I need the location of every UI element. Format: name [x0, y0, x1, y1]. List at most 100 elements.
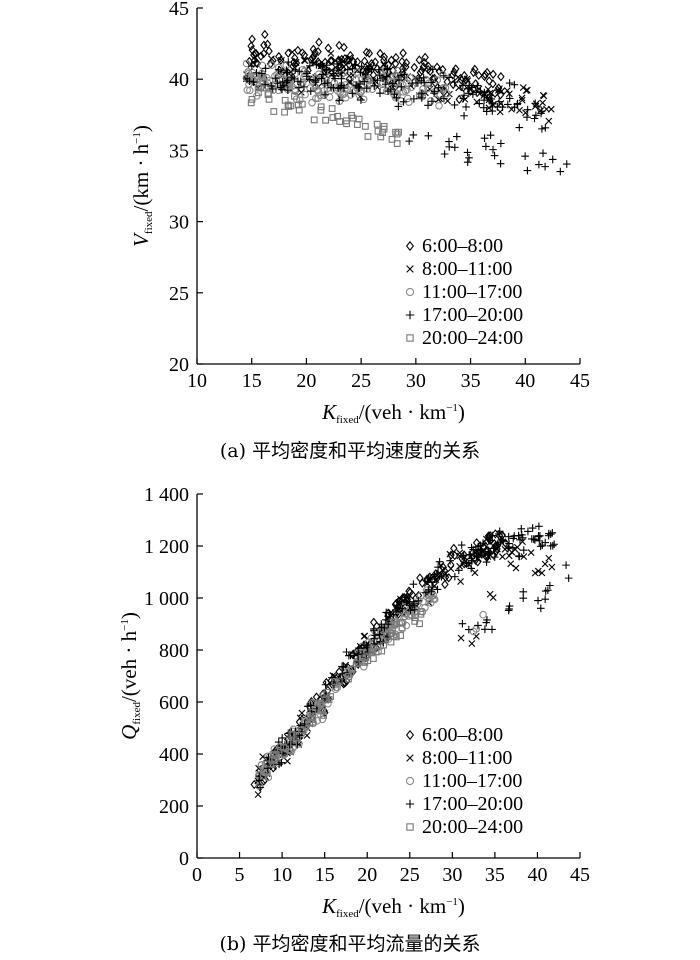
data-point [430, 89, 438, 97]
data-point [361, 71, 370, 79]
data-point [489, 550, 498, 560]
data-point [415, 91, 424, 100]
data-point [264, 773, 273, 782]
data-point [486, 89, 494, 97]
data-point [484, 547, 493, 556]
x-tick-label: 45 [570, 864, 590, 886]
data-point [367, 65, 376, 74]
data-point [309, 712, 316, 720]
data-point [384, 620, 392, 629]
data-point [355, 115, 363, 123]
data-point [449, 70, 457, 80]
data-point [428, 578, 436, 587]
data-point [297, 726, 305, 734]
data-point [263, 760, 271, 768]
data-point [481, 625, 489, 634]
data-point [499, 553, 506, 561]
data-point [387, 77, 396, 86]
data-point [546, 581, 554, 590]
data-point [354, 657, 362, 666]
data-point [393, 140, 401, 147]
data-point [281, 108, 288, 116]
data-point [486, 590, 494, 598]
y-tick-label: 600 [159, 692, 189, 714]
data-point [397, 97, 406, 105]
data-point [284, 729, 293, 738]
data-point [450, 101, 459, 109]
data-point [268, 757, 276, 764]
data-point [335, 40, 343, 51]
data-point [260, 48, 268, 59]
data-point [365, 76, 373, 85]
data-point [505, 539, 513, 548]
data-point [255, 764, 263, 772]
data-point [394, 66, 403, 75]
data-point [288, 740, 296, 748]
chart-a-density-speed: 10 15 20 25 30 35 40 45 20 25 30 35 40 45 6:00–8:008:0… [129, 0, 590, 462]
data-point [295, 67, 304, 76]
data-point [327, 83, 335, 92]
data-point [462, 558, 471, 567]
data-point [337, 74, 346, 83]
data-point [482, 107, 491, 116]
data-point [314, 94, 322, 102]
data-point [357, 96, 365, 104]
data-point [509, 543, 517, 552]
data-point [350, 649, 358, 657]
data-point [462, 103, 470, 111]
x-tick-label: 5 [235, 864, 245, 886]
data-point [397, 632, 404, 639]
y-tick-label: 1 400 [144, 484, 189, 506]
data-point [447, 565, 455, 573]
data-point [361, 632, 369, 640]
data-point [345, 72, 353, 80]
data-point [463, 158, 472, 166]
data-point [308, 58, 317, 67]
data-point [345, 651, 353, 660]
data-point [400, 70, 408, 78]
y-tick-label: 1 000 [144, 588, 189, 610]
data-point [321, 90, 329, 99]
data-point [445, 143, 454, 151]
y-tick-label: 0 [179, 848, 189, 870]
data-point [298, 48, 307, 58]
data-point [419, 597, 427, 606]
data-point [429, 583, 437, 591]
data-point [495, 527, 504, 536]
data-point [467, 564, 476, 573]
data-point [465, 625, 473, 634]
data-point [392, 633, 400, 641]
data-point [364, 65, 372, 73]
data-point [283, 757, 291, 765]
data-point [387, 55, 396, 65]
data-point [370, 617, 378, 627]
x-tick-label: 0 [192, 864, 202, 886]
data-point [457, 541, 466, 549]
data-point [475, 70, 483, 81]
data-point [310, 116, 318, 124]
data-point [486, 131, 495, 140]
data-point [311, 48, 319, 58]
data-point [411, 617, 419, 625]
data-point [388, 135, 396, 143]
data-point [426, 595, 434, 604]
data-point [445, 73, 453, 82]
data-point [288, 73, 296, 81]
data-point [482, 558, 491, 566]
data-point [478, 550, 486, 559]
data-point [290, 739, 297, 747]
data-point [468, 556, 476, 565]
data-point [434, 563, 442, 572]
data-point [315, 37, 323, 47]
data-point [387, 85, 395, 93]
data-point [375, 71, 384, 79]
data-point [490, 553, 499, 561]
x-tick-label: 10 [272, 864, 292, 886]
legend-marker [406, 265, 414, 273]
data-point [300, 50, 309, 60]
data-point [284, 86, 292, 95]
data-point [480, 134, 489, 142]
data-point [482, 535, 490, 543]
data-point [265, 95, 273, 103]
